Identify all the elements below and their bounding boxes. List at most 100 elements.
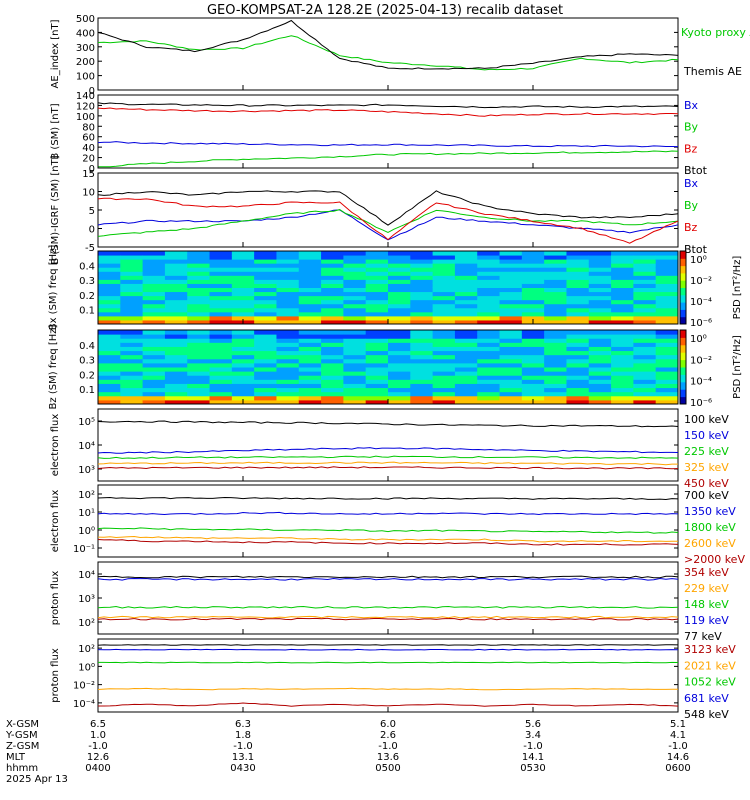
- spectrogram-cell: [209, 271, 233, 276]
- spectrogram-cell: [388, 383, 411, 389]
- colorbar-tick-label: 10⁻²: [690, 355, 712, 366]
- spectrogram-cell: [633, 291, 657, 297]
- spectrogram-cell: [343, 279, 367, 284]
- spectrogram-cell: [142, 375, 166, 380]
- spectrogram-cell: [655, 291, 679, 297]
- spectrogram-cell: [544, 287, 567, 293]
- spectrogram-cell: [343, 358, 367, 364]
- spectrogram-cell: [298, 395, 322, 401]
- panel-7: proton flux 10² 10³ 10⁴ 354 keV 229 keV 148 ke…: [50, 561, 729, 643]
- spectrogram-cell: [521, 251, 545, 256]
- spectrogram-cell: [321, 315, 344, 321]
- spectrogram-cell: [432, 291, 456, 297]
- series-line-bz: [97, 107, 679, 117]
- spectrogram-cell: [655, 311, 679, 317]
- spectrogram-cell: [321, 350, 344, 356]
- spectrogram-cell: [164, 315, 188, 321]
- spectrogram-cell: [410, 375, 434, 380]
- spectrogram-cell: [611, 307, 634, 313]
- spectrogram-cell: [432, 379, 456, 384]
- y-tick-label: 0.1: [79, 305, 95, 316]
- spectrogram-cell: [187, 259, 211, 264]
- colorbar-segment: [680, 385, 686, 390]
- y-tick-label: 10⁵: [78, 417, 95, 428]
- spectrogram-cell: [566, 367, 590, 372]
- spectrogram-cell: [566, 271, 590, 276]
- spectrogram-cell: [321, 342, 344, 347]
- legend-entry: 77 keV: [684, 630, 722, 643]
- spectrogram-cell: [544, 275, 567, 280]
- series-line-2600-kev: [97, 535, 679, 543]
- x-axis-value: 6.5: [90, 719, 106, 730]
- spectrogram-cell: [454, 255, 478, 260]
- spectrogram-cell: [655, 263, 679, 268]
- colorbar-segment: [680, 265, 686, 270]
- spectrogram-cell: [432, 399, 456, 405]
- spectrogram-cell: [633, 263, 657, 268]
- spectrogram-cell: [120, 346, 144, 352]
- spectrogram-cell: [120, 295, 144, 301]
- spectrogram-cell: [633, 287, 657, 293]
- legend-entry: 150 keV: [684, 429, 729, 442]
- spectrogram-cell: [521, 342, 545, 347]
- spectrogram-cell: [499, 275, 523, 280]
- spectrogram-cell: [187, 354, 211, 360]
- spectrogram-cell: [254, 275, 277, 280]
- spectrogram-cell: [164, 255, 188, 260]
- spectrogram-cell: [365, 334, 389, 339]
- spectrogram-cell: [566, 387, 590, 393]
- legend-entry: Btot: [684, 243, 708, 256]
- spectrogram-cell: [276, 319, 300, 325]
- spectrogram-cell: [343, 375, 367, 380]
- y-tick-label: 10³: [78, 465, 95, 476]
- spectrogram-cell: [410, 287, 434, 293]
- spectrogram-cell: [98, 383, 121, 389]
- spectrogram-cell: [187, 371, 211, 376]
- spectrogram-cell: [454, 267, 478, 272]
- spectrogram-cell: [365, 399, 389, 405]
- spectrogram-cell: [365, 350, 389, 356]
- spectrogram-cell: [477, 283, 501, 288]
- series-line--2000-kev: [97, 539, 679, 546]
- spectrogram-cell: [120, 399, 144, 405]
- spectrogram-cell: [142, 346, 166, 352]
- spectrogram-cell: [120, 395, 144, 401]
- spectrogram-cell: [187, 387, 211, 393]
- spectrogram-cell: [499, 350, 523, 356]
- spectrogram-cell: [454, 391, 478, 397]
- spectrogram-cell: [566, 259, 590, 264]
- spectrogram-cell: [276, 346, 300, 352]
- spectrogram-cell: [655, 295, 679, 301]
- spectrogram-cell: [365, 255, 389, 260]
- colorbar-tick-label: 10⁰: [690, 255, 707, 266]
- spectrogram-cell: [499, 334, 523, 339]
- y-tick-label: 5: [89, 206, 95, 217]
- spectrogram-cell: [566, 379, 590, 384]
- spectrogram-cell: [98, 315, 121, 321]
- spectrogram-cell: [187, 311, 211, 317]
- spectrogram-cell: [164, 395, 188, 401]
- spectrogram-cell: [499, 330, 523, 335]
- colorbar-segment: [680, 337, 686, 342]
- spectrogram-cell: [209, 263, 233, 268]
- spectrogram-cell: [321, 334, 344, 339]
- spectrogram-cell: [142, 287, 166, 293]
- spectrogram-cell: [588, 255, 612, 260]
- colorbar-segment: [680, 374, 686, 379]
- panel-frame: [97, 172, 679, 248]
- spectrogram-cell: [276, 391, 300, 397]
- spectrogram-cell: [231, 259, 255, 264]
- spectrogram-cell: [142, 354, 166, 360]
- spectrogram-cell: [164, 350, 188, 356]
- spectrogram-cell: [633, 383, 657, 389]
- spectrogram-cell: [142, 283, 166, 288]
- spectrogram-cell: [98, 346, 121, 352]
- spectrogram-cell: [187, 342, 211, 347]
- spectrogram-cell: [254, 395, 277, 401]
- spectrogram-cell: [365, 338, 389, 343]
- spectrogram-cell: [120, 307, 144, 313]
- spectrogram-cell: [432, 367, 456, 372]
- spectrogram-cell: [410, 399, 434, 405]
- spectrogram-cell: [120, 303, 144, 309]
- spectrogram-cell: [477, 307, 501, 313]
